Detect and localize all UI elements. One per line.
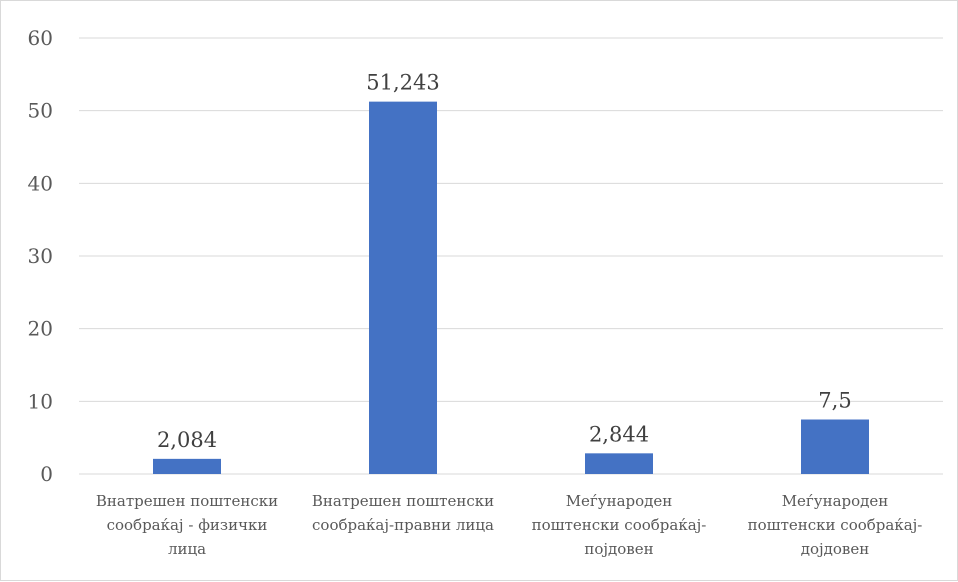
y-tick-label: 40 bbox=[28, 171, 53, 195]
y-tick-label: 60 bbox=[28, 26, 53, 50]
bar bbox=[369, 101, 437, 474]
category-label: поштенски сообраќај- bbox=[532, 516, 707, 534]
y-tick-label: 30 bbox=[28, 244, 53, 268]
y-tick-label: 10 bbox=[28, 389, 53, 413]
data-label: 51,243 bbox=[366, 71, 439, 95]
data-label: 2,084 bbox=[157, 428, 217, 452]
category-label: лица bbox=[168, 540, 206, 558]
category-label: појдовен bbox=[584, 540, 653, 558]
bar bbox=[585, 453, 653, 474]
y-tick-label: 20 bbox=[28, 317, 53, 341]
category-label: дојдовен bbox=[801, 540, 870, 558]
data-label: 2,844 bbox=[589, 422, 649, 446]
category-label: сообраќај-правни лица bbox=[312, 516, 494, 534]
category-label: Внатрешен поштенски bbox=[96, 492, 278, 510]
bar bbox=[153, 458, 221, 474]
y-tick-label: 0 bbox=[40, 462, 53, 486]
category-label: Меѓународен bbox=[566, 492, 673, 510]
bar bbox=[801, 419, 869, 474]
category-label: сообраќај - физички bbox=[107, 516, 268, 534]
y-tick-label: 50 bbox=[28, 99, 53, 123]
category-label: поштенски сообраќај- bbox=[748, 516, 923, 534]
data-label: 7,5 bbox=[818, 389, 851, 413]
category-label: Внатрешен поштенски bbox=[312, 492, 494, 510]
category-label: Меѓународен bbox=[782, 492, 889, 510]
